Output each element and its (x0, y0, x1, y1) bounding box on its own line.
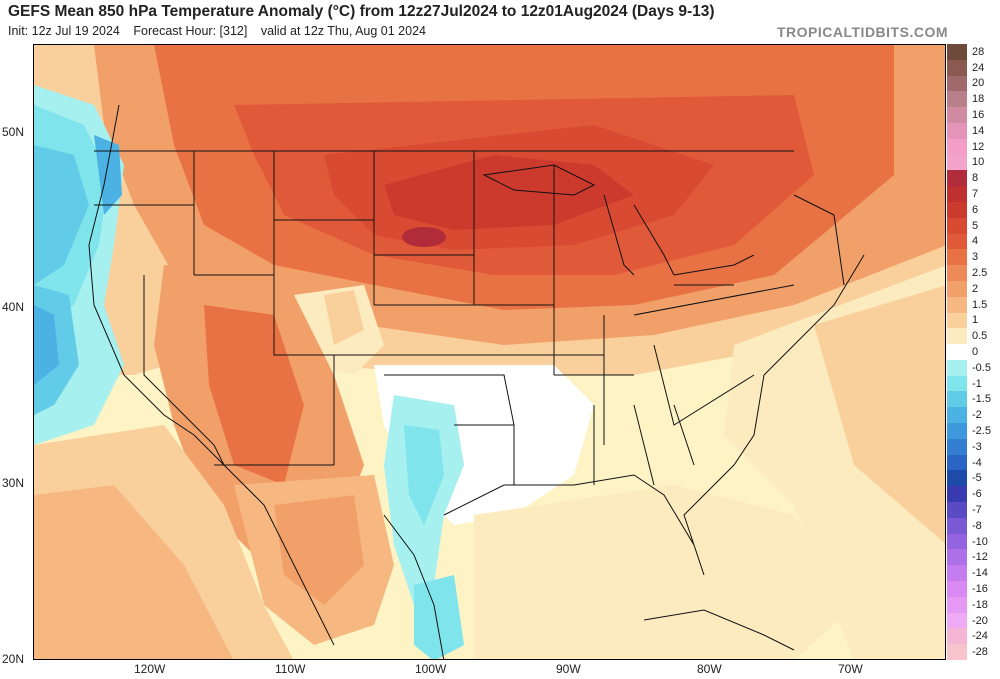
colorbar-swatch (947, 486, 967, 503)
colorbar-label: -1.5 (972, 393, 991, 406)
map-graphic (34, 45, 945, 659)
lon-label-80w: 80W (697, 662, 722, 676)
colorbar-swatch (947, 391, 967, 408)
colorbar-label: 24 (972, 61, 985, 74)
colorbar-label: -7 (972, 503, 982, 516)
lon-label-70w: 70W (838, 662, 863, 676)
init-time: Init: 12z Jul 19 2024 (8, 24, 120, 38)
colorbar-label: 2 (972, 282, 979, 295)
colorbar-label: 0.5 (972, 330, 988, 343)
colorbar-swatch (947, 138, 967, 155)
lat-label-50n: 50N (2, 125, 25, 139)
colorbar-swatch (947, 91, 967, 108)
chart-title: GEFS Mean 850 hPa Temperature Anomaly (°… (8, 3, 715, 20)
colorbar-swatch (947, 375, 967, 392)
colorbar-label: 16 (972, 109, 985, 122)
header: GEFS Mean 850 hPa Temperature Anomaly (°… (0, 0, 1000, 44)
colorbar-label: -20 (972, 614, 988, 627)
colorbar-label: 1.5 (972, 298, 988, 311)
colorbar-swatch (947, 644, 967, 661)
lon-label-90w: 90W (556, 662, 581, 676)
colorbar-label: 2.5 (972, 267, 988, 280)
colorbar-swatch (947, 328, 967, 345)
colorbar-swatch (947, 517, 967, 534)
forecast-hour: Forecast Hour: [312] (133, 24, 248, 38)
colorbar-label: 8 (972, 172, 979, 185)
colorbar-swatch (947, 280, 967, 297)
colorbar-label: 3 (972, 251, 979, 264)
colorbar-swatch (947, 581, 967, 598)
colorbar-label: 1 (972, 314, 979, 327)
colorbar-label: -4 (972, 456, 982, 469)
colorbar-swatch (947, 454, 967, 471)
colorbar-label: -3 (972, 440, 982, 453)
colorbar-label: -1 (972, 377, 982, 390)
lon-label-120w: 120W (134, 662, 166, 676)
colorbar-label: -2 (972, 409, 982, 422)
colorbar-label: 10 (972, 156, 985, 169)
colorbar-swatch (947, 423, 967, 440)
colorbar-swatch (947, 359, 967, 376)
colorbar-swatch (947, 407, 967, 424)
colorbar-swatch (947, 249, 967, 266)
lat-label-20n: 20N (2, 652, 25, 666)
colorbar-swatch (947, 107, 967, 124)
anomaly-map (33, 44, 946, 660)
colorbar-label: -5 (972, 472, 982, 485)
colorbar-swatch (947, 470, 967, 487)
colorbar-label: -0.5 (972, 361, 991, 374)
colorbar-swatch (947, 596, 967, 613)
brand-watermark: TROPICALTIDBITS.COM (776, 24, 948, 40)
colorbar-label: -16 (972, 582, 988, 595)
colorbar-swatch (947, 154, 967, 171)
colorbar-label: 5 (972, 219, 979, 232)
colorbar-label: 18 (972, 93, 985, 106)
colorbar-swatch (947, 344, 967, 361)
colorbar-swatch (947, 75, 967, 92)
colorbar-swatch (947, 296, 967, 313)
colorbar-label: 0 (972, 346, 979, 358)
colorbar-swatch (947, 628, 967, 645)
lon-label-110w: 110W (275, 662, 306, 676)
colorbar-label: 12 (972, 140, 985, 153)
colorbar-swatch (947, 233, 967, 250)
colorbar-swatch (947, 201, 967, 218)
lon-label-100w: 100W (415, 662, 447, 676)
colorbar-label: 6 (972, 203, 979, 216)
colorbar-label: -8 (972, 519, 982, 532)
colorbar-swatch (947, 502, 967, 519)
colorbar-label: -2.5 (972, 424, 991, 437)
colorbar-label: 28 (972, 45, 985, 58)
colorbar-label: -14 (972, 567, 988, 580)
colorbar-swatch (947, 265, 967, 282)
colorbar-label: -6 (972, 488, 982, 501)
colorbar-label: -28 (972, 646, 988, 659)
colorbar-swatch (947, 533, 967, 550)
colorbar-swatch (947, 612, 967, 629)
colorbar-label: 20 (972, 77, 985, 90)
colorbar-swatch (947, 186, 967, 203)
colorbar-label: 7 (972, 188, 979, 201)
colorbar-label: -18 (972, 598, 988, 611)
colorbar-label: -24 (972, 630, 988, 643)
colorbar-label: 4 (972, 235, 979, 248)
colorbar-swatch (947, 438, 967, 455)
subtitle: Init: 12z Jul 19 2024 Forecast Hour: [31… (8, 24, 436, 38)
lat-label-30n: 30N (2, 476, 25, 490)
colorbar-swatch (947, 122, 967, 139)
colorbar-label: -12 (972, 551, 988, 564)
colorbar-swatch (947, 565, 967, 582)
colorbar-swatch (947, 170, 967, 187)
colorbar-label: 14 (972, 124, 985, 137)
colorbar-swatch (947, 59, 967, 76)
colorbar (947, 44, 967, 661)
lat-label-40n: 40N (2, 300, 25, 314)
colorbar-swatch (947, 44, 967, 60)
colorbar-swatch (947, 217, 967, 234)
colorbar-swatch (947, 549, 967, 566)
colorbar-swatch (947, 312, 967, 329)
valid-time: valid at 12z Thu, Aug 01 2024 (260, 24, 426, 38)
colorbar-label: -10 (972, 535, 988, 548)
